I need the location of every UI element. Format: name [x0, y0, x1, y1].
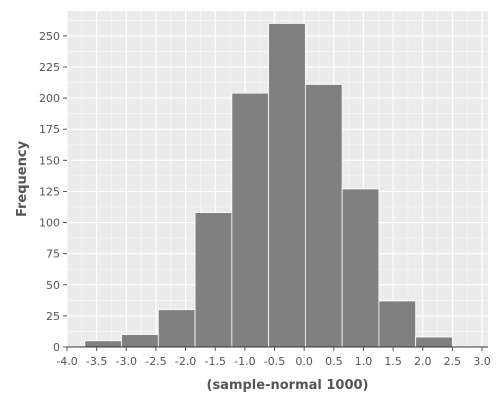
y-tick-label: 50 — [46, 279, 60, 292]
histogram-bar — [304, 84, 343, 348]
y-tick-label: 200 — [39, 92, 60, 105]
histogram-bar — [268, 23, 306, 348]
histogram-bar — [194, 212, 233, 348]
x-tick-label: -0.5 — [264, 355, 285, 368]
histogram-bar — [84, 340, 122, 348]
x-axis-label: (sample-normal 1000) — [207, 378, 369, 393]
histogram-bar — [157, 309, 196, 348]
y-tick-label: 150 — [39, 154, 60, 167]
x-tick-label: 2.5 — [444, 355, 462, 368]
y-tick-label: 175 — [39, 123, 60, 136]
x-tick-label: 1.5 — [384, 355, 402, 368]
histogram-bar — [378, 300, 417, 348]
x-tick-label: 2.0 — [414, 355, 432, 368]
x-tick-label: -2.0 — [175, 355, 196, 368]
histogram-bar — [121, 334, 159, 348]
y-axis-ticks: 0 25 50 75 100 125 150 175 200 225 250 — [39, 30, 67, 354]
x-tick-label: -1.5 — [205, 355, 226, 368]
x-tick-label: -3.0 — [116, 355, 137, 368]
y-tick-label: 75 — [46, 248, 60, 261]
x-tick-label: 0.0 — [295, 355, 313, 368]
x-tick-label: -1.0 — [234, 355, 255, 368]
y-tick-label: 225 — [39, 61, 60, 74]
bars — [67, 23, 488, 348]
y-tick-label: 125 — [39, 185, 60, 198]
x-tick-label: -3.5 — [86, 355, 107, 368]
x-axis-ticks: -4.0 -3.5 -3.0 -2.5 -2.0 -1.5 -1.0 -0.5 0.0 0.5 1.… — [56, 347, 491, 368]
y-tick-label: 25 — [46, 310, 60, 323]
histogram-bar — [341, 188, 380, 348]
histogram-bar — [231, 92, 270, 348]
x-tick-label: 3.0 — [473, 355, 491, 368]
x-tick-label: 0.5 — [325, 355, 343, 368]
x-tick-label: -4.0 — [56, 355, 77, 368]
y-tick-label: 250 — [39, 30, 60, 43]
x-tick-label: -2.5 — [145, 355, 166, 368]
y-tick-label: 100 — [39, 217, 60, 230]
x-tick-label: 1.0 — [355, 355, 373, 368]
y-tick-label: 0 — [53, 341, 60, 354]
y-axis-label: Frequency — [15, 140, 30, 217]
histogram-bar — [415, 336, 453, 348]
